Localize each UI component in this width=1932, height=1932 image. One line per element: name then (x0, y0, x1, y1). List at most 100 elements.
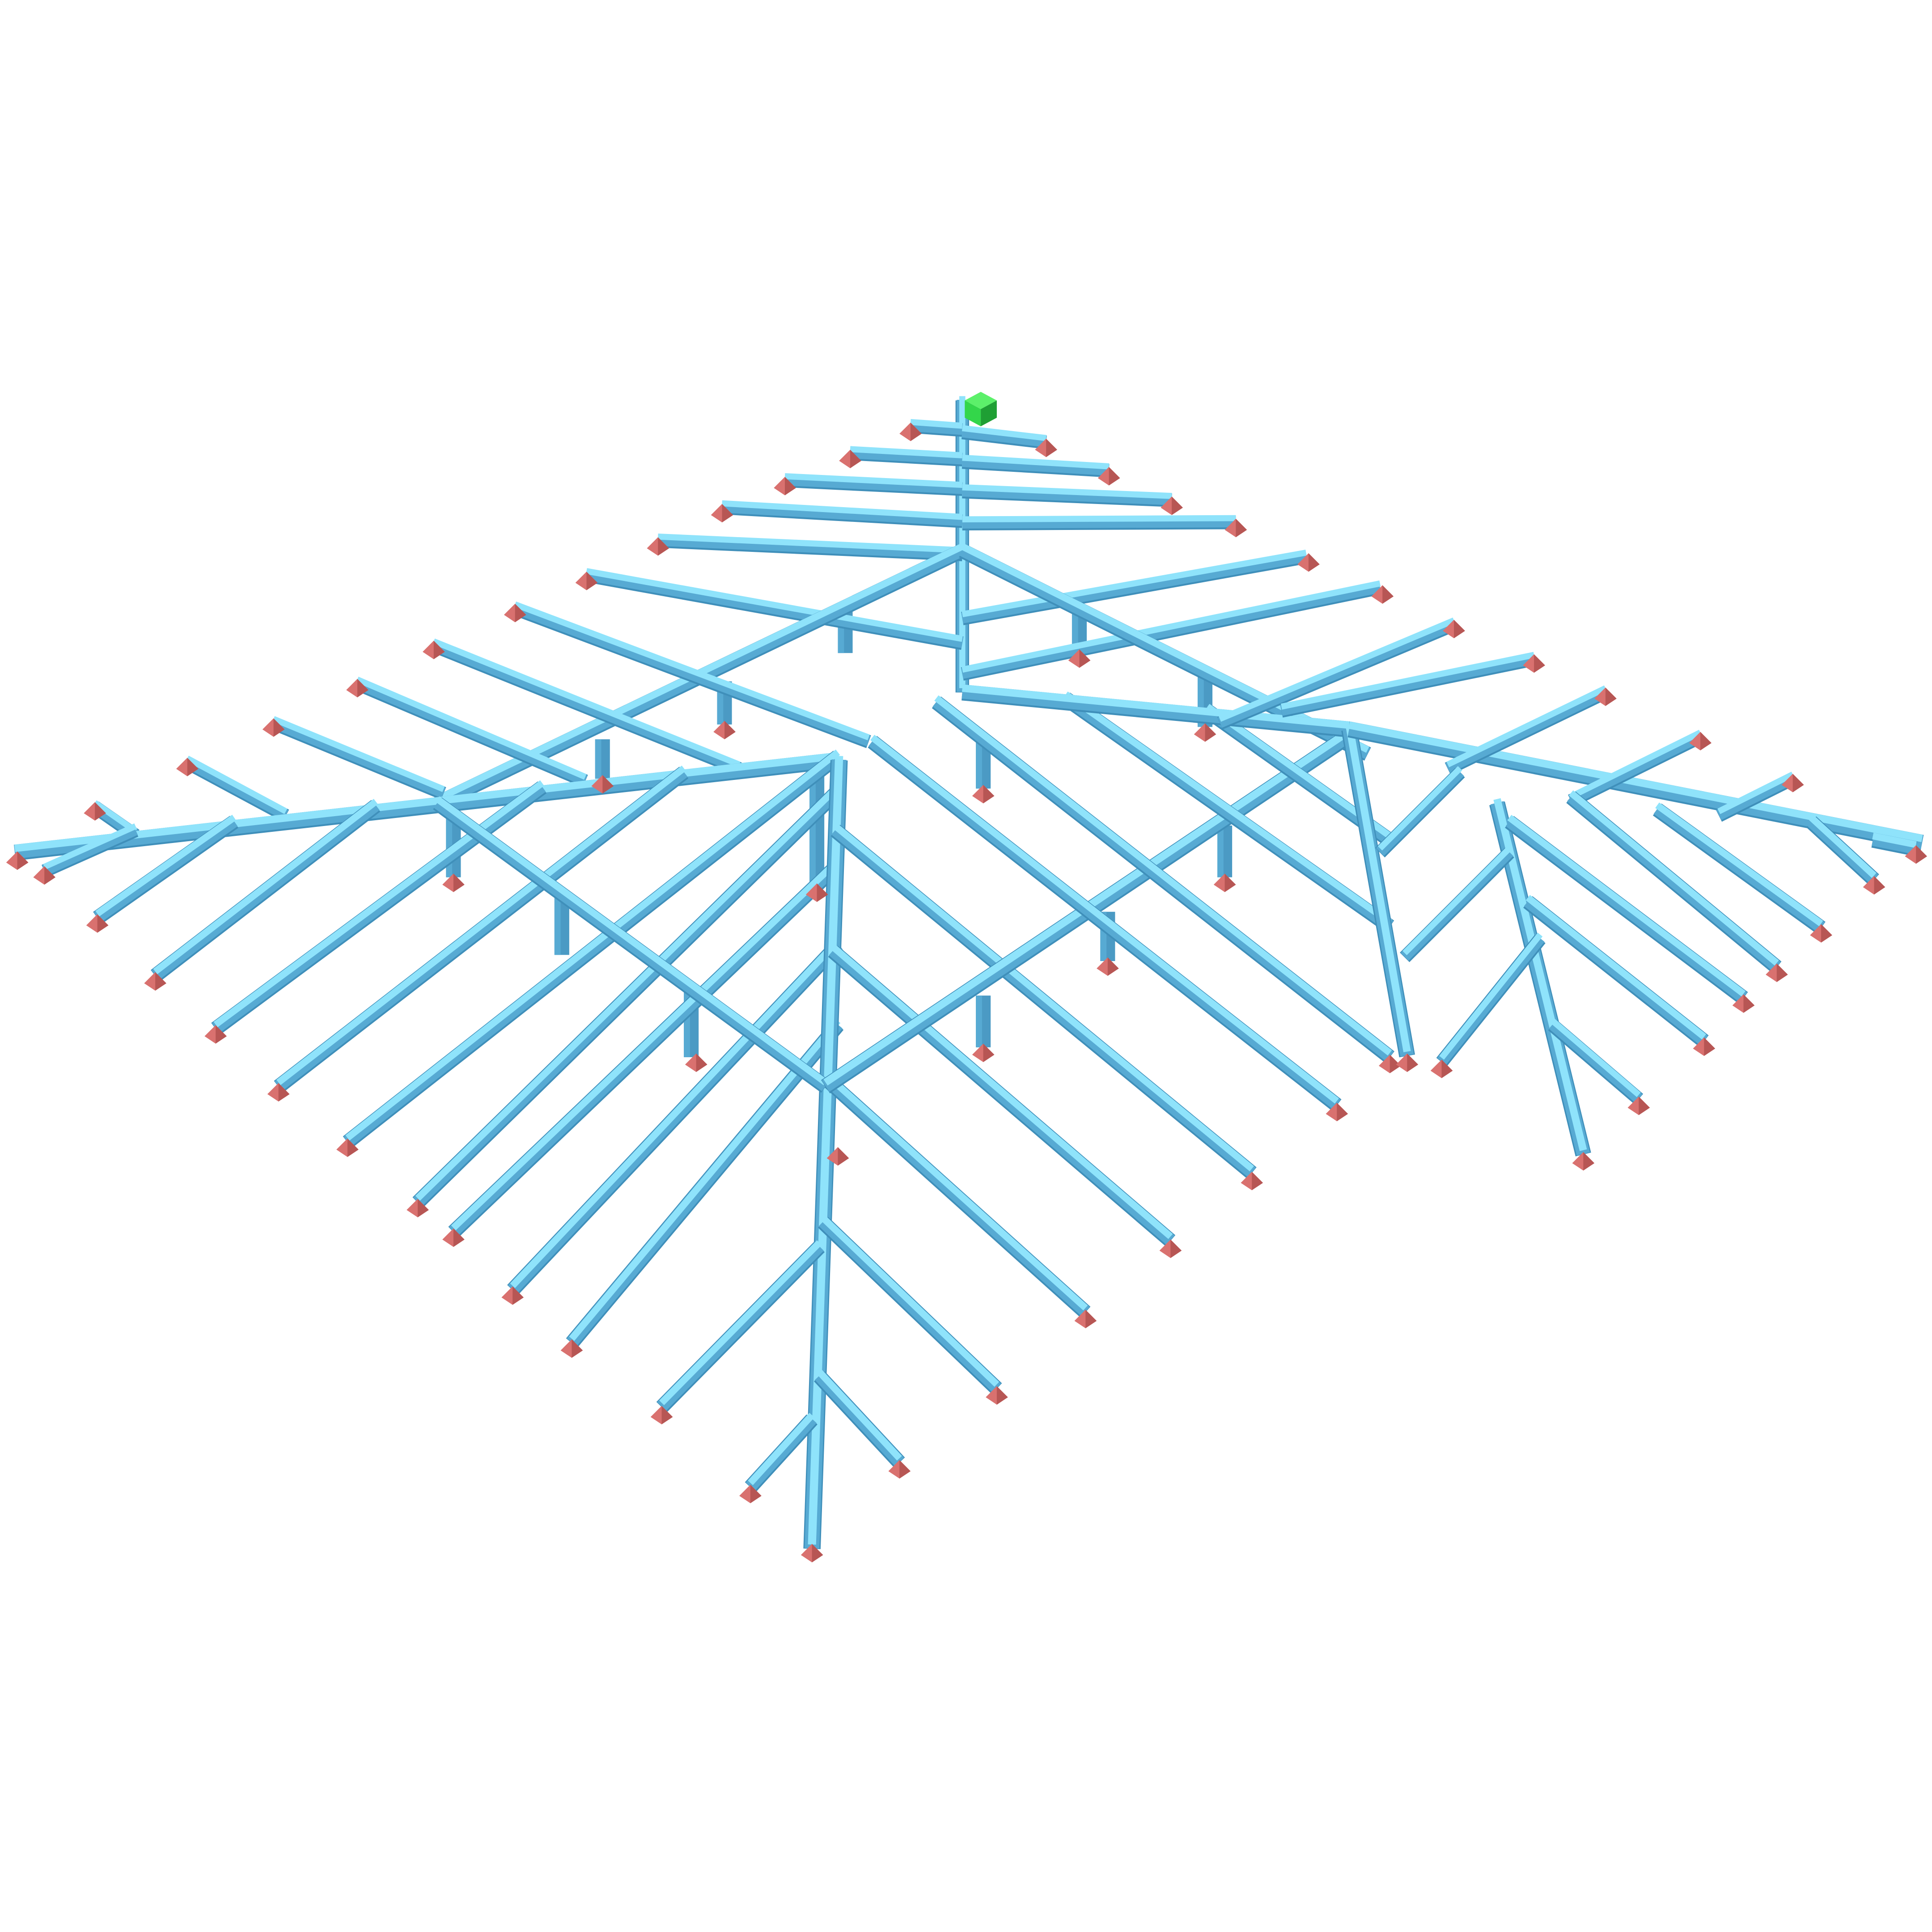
support-node-11 (1371, 585, 1394, 604)
beam-6 (961, 425, 1047, 449)
beam-7 (962, 454, 1110, 478)
beam-46 (962, 684, 1350, 737)
beam-47 (1341, 724, 1415, 1058)
support-node-60 (1097, 957, 1119, 976)
support-node-23 (267, 1083, 290, 1102)
support-node-6 (1097, 467, 1120, 486)
beam-60 (1505, 814, 1748, 1004)
beam-15 (513, 601, 871, 748)
beam-27 (343, 750, 843, 1148)
beam-4 (721, 500, 963, 528)
support-node-50 (1766, 963, 1788, 982)
support-node-19 (33, 866, 55, 885)
beam-49 (1217, 617, 1457, 730)
beam-2 (850, 446, 963, 466)
beam-18 (271, 716, 446, 800)
support-node-43 (1689, 732, 1712, 750)
support-node-56 (1068, 649, 1091, 668)
support-node-37 (1326, 1102, 1348, 1122)
support-node-55 (591, 775, 614, 794)
support-node-12 (504, 604, 526, 623)
beam-59 (1523, 895, 1709, 1047)
support-node-21 (144, 972, 166, 991)
support-node-24 (336, 1138, 359, 1157)
support-node-14 (346, 679, 369, 698)
support-node-57 (1194, 723, 1216, 742)
support-node-58 (972, 785, 995, 804)
support-node-27 (501, 1286, 524, 1305)
support-node-30 (739, 1484, 762, 1504)
beam-38 (828, 944, 1176, 1246)
support-node-53 (1905, 845, 1927, 864)
beam-1 (910, 419, 963, 437)
beam-5 (657, 534, 963, 561)
support-node-13 (423, 640, 445, 659)
beam-64 (1871, 832, 1918, 856)
support-node-5 (1035, 438, 1057, 458)
beam-63 (1806, 815, 1879, 886)
support-node-48 (1693, 1037, 1716, 1056)
beam-12 (961, 580, 1381, 681)
support-post-6 (1217, 825, 1233, 877)
beam-8 (962, 484, 1172, 507)
beam-31 (566, 1018, 844, 1348)
beam-11 (961, 549, 1308, 625)
support-node-31 (888, 1460, 911, 1479)
beam-32 (803, 755, 848, 1549)
beam-25 (211, 780, 547, 1035)
support-node-20 (86, 914, 109, 933)
support-node-61 (972, 1043, 995, 1062)
support-node-63 (685, 1053, 708, 1072)
support-node-34 (1074, 1309, 1097, 1328)
beam-56 (1400, 846, 1514, 962)
support-node-2 (774, 477, 796, 496)
beams (14, 396, 1924, 1549)
support-node-44 (1781, 774, 1804, 792)
beam-61 (1566, 790, 1782, 973)
beam-26 (274, 765, 689, 1093)
beam-35 (656, 1240, 825, 1412)
support-post-8 (976, 996, 991, 1047)
support-node-7 (1161, 496, 1183, 515)
beam-36 (818, 1215, 1002, 1394)
support-node-62 (805, 883, 828, 902)
support-node-16 (176, 758, 199, 776)
support-node-0 (899, 423, 922, 441)
beam-3 (784, 473, 963, 496)
beam-30 (507, 938, 843, 1295)
support-node-4 (647, 537, 669, 556)
support-node-41 (1523, 654, 1545, 673)
support-node-65 (826, 1147, 849, 1166)
support-node-64 (442, 873, 465, 892)
support-node-10 (1297, 553, 1320, 572)
beam-53 (1716, 771, 1796, 822)
beam-24 (151, 799, 381, 982)
support-node-3 (711, 504, 733, 523)
beam-33 (745, 1413, 818, 1492)
support-node-29 (801, 1544, 823, 1563)
beam-39 (830, 823, 1257, 1179)
support-nodes (6, 423, 1927, 1563)
support-node-32 (650, 1406, 673, 1424)
support-node-49 (1732, 994, 1755, 1013)
support-node-39 (1396, 1053, 1419, 1072)
support-node-1 (839, 449, 861, 468)
beam-28 (412, 784, 843, 1208)
beam-43 (932, 695, 1394, 1063)
support-node-40 (1443, 619, 1465, 639)
support-post-2 (595, 739, 610, 779)
beam-44 (1061, 691, 1394, 933)
beam-22 (42, 823, 139, 877)
support-node-47 (1627, 1097, 1650, 1115)
support-node-28 (560, 1339, 583, 1358)
support-node-25 (407, 1199, 429, 1218)
support-node-15 (262, 718, 285, 737)
beam-23 (93, 814, 238, 924)
source-node (965, 392, 997, 427)
support-node-54 (713, 720, 736, 740)
support-node-46 (1430, 1059, 1453, 1078)
beam-17 (355, 677, 588, 788)
support-node-22 (204, 1025, 227, 1044)
beam-50 (1280, 652, 1536, 718)
